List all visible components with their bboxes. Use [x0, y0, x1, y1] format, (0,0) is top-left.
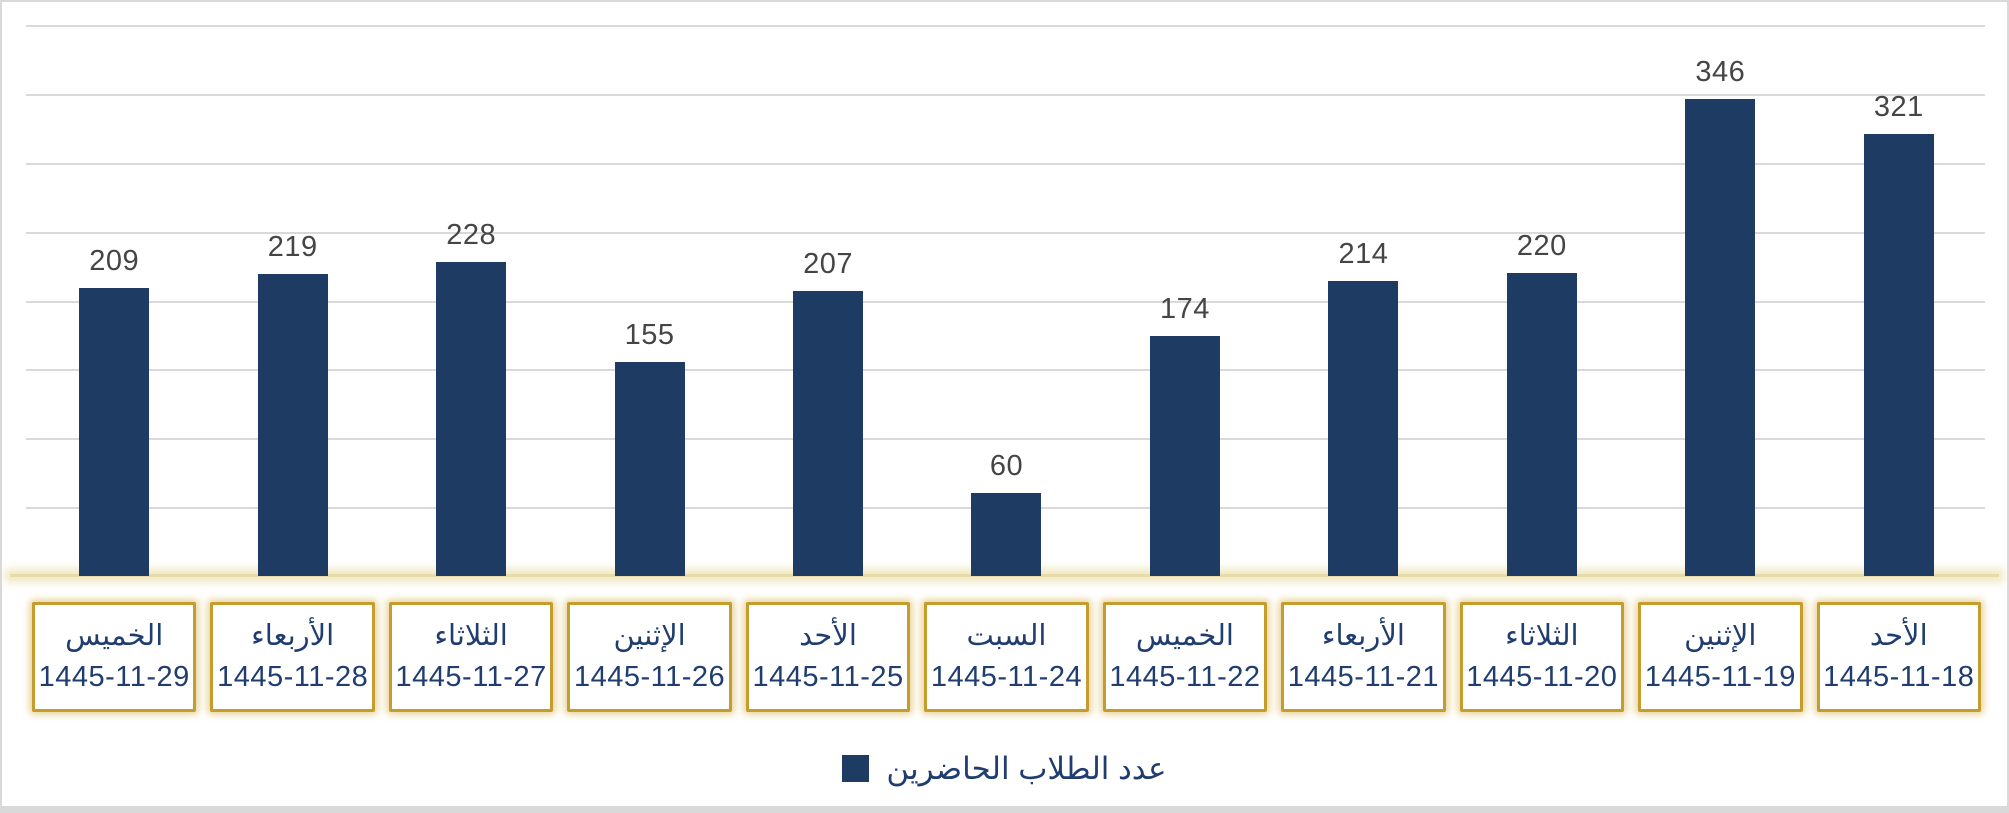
category-box: السبت 1445-11-24: [924, 602, 1089, 712]
gridline: [26, 300, 1985, 303]
bar-column: 207: [746, 25, 910, 576]
bar-value-label: 174: [1160, 293, 1210, 325]
category-day-label: الأحد: [799, 619, 857, 652]
category-date-label: 1445-11-19: [1644, 661, 1796, 694]
category-day-label: الثلاثاء: [1505, 619, 1579, 652]
category-date-label: 1445-11-24: [930, 661, 1083, 694]
category-box: الخميس 1445-11-22: [1102, 602, 1268, 712]
gridline: [26, 162, 1985, 165]
category-day-label: الأربعاء: [1321, 619, 1405, 652]
category-box: الخميس 1445-11-29: [32, 602, 197, 712]
category-day-label: الأربعاء: [251, 619, 335, 652]
bar-column: 220: [1460, 25, 1624, 576]
bar[interactable]: [1863, 134, 1934, 576]
bar-column: 219: [210, 25, 374, 576]
bar-column: 209: [32, 25, 196, 576]
category-date-label: 1445-11-28: [217, 661, 369, 694]
category-date-label: 1445-11-26: [573, 661, 726, 694]
category-box: الإثنين 1445-11-19: [1638, 602, 1803, 712]
category-date-label: 1445-11-21: [1287, 661, 1439, 694]
legend-swatch-icon: [842, 754, 870, 782]
category-day-label: الخميس: [65, 619, 164, 652]
category-date-label: 1445-11-22: [1109, 661, 1261, 694]
gridline: [26, 369, 1985, 372]
category-date-label: 1445-11-29: [38, 661, 190, 694]
bar-column: 174: [1103, 25, 1267, 576]
category-day-label: الإثنين: [1684, 619, 1757, 652]
bar[interactable]: [436, 262, 507, 576]
category-box: الأحد 1445-11-18: [1816, 602, 1981, 712]
category-box: الأحد 1445-11-25: [745, 602, 911, 712]
bar-column: 214: [1281, 25, 1445, 576]
bar-column: 155: [567, 25, 731, 576]
legend-label: عدد الطلاب الحاضرين: [886, 750, 1167, 786]
bar-column: 346: [1638, 25, 1802, 576]
bar-value-label: 209: [89, 245, 140, 277]
legend[interactable]: عدد الطلاب الحاضرين: [2, 750, 2007, 786]
category-day-label: السبت: [966, 619, 1047, 652]
bar-value-label: 220: [1516, 230, 1567, 262]
category-date-label: 1445-11-20: [1466, 661, 1618, 694]
bar-value-label: 155: [624, 319, 675, 351]
bar[interactable]: [1506, 273, 1577, 576]
bars-row: 209 219 228 155 207 60 174 214 220 346 321: [32, 25, 1981, 576]
bar[interactable]: [257, 274, 328, 576]
bar-value-label: 346: [1695, 56, 1746, 88]
bar[interactable]: [1149, 336, 1220, 576]
bar-value-label: 321: [1873, 91, 1924, 123]
bar[interactable]: [1328, 281, 1399, 576]
category-date-label: 1445-11-25: [752, 661, 904, 694]
bar-value-label: 214: [1338, 238, 1389, 270]
bar-column: 228: [389, 25, 553, 576]
bar-value-label: 207: [803, 248, 853, 280]
bottom-border: [2, 806, 2007, 813]
gridline: [26, 93, 1985, 96]
category-box: الإثنين 1445-11-26: [567, 602, 732, 712]
category-day-label: الأحد: [1869, 619, 1928, 652]
gridline: [26, 231, 1985, 234]
bar-value-label: 228: [446, 219, 497, 251]
bar-value-label: 60: [989, 450, 1024, 482]
category-date-label: 1445-11-27: [395, 661, 547, 694]
category-box: الثلاثاء 1445-11-20: [1459, 602, 1625, 712]
gridline: [26, 438, 1985, 441]
category-day-label: الخميس: [1135, 619, 1234, 652]
gridline: [26, 25, 1985, 27]
bar-value-label: 219: [267, 231, 318, 263]
bar[interactable]: [79, 288, 150, 576]
category-day-label: الإثنين: [613, 619, 686, 652]
bar[interactable]: [614, 362, 685, 576]
x-axis-labels-row: الخميس 1445-11-29 الأربعاء 1445-11-28 الثلاث…: [32, 602, 1981, 712]
category-box: الثلاثاء 1445-11-27: [388, 602, 554, 712]
bar-column: 321: [1817, 25, 1981, 576]
category-box: الأربعاء 1445-11-21: [1281, 602, 1446, 712]
bar-column: 60: [924, 25, 1088, 576]
bar[interactable]: [1685, 99, 1756, 576]
bar[interactable]: [793, 291, 864, 576]
category-day-label: الثلاثاء: [434, 619, 508, 652]
category-date-label: 1445-11-18: [1823, 661, 1975, 694]
bar[interactable]: [971, 493, 1042, 576]
category-box: الأربعاء 1445-11-28: [210, 602, 375, 712]
